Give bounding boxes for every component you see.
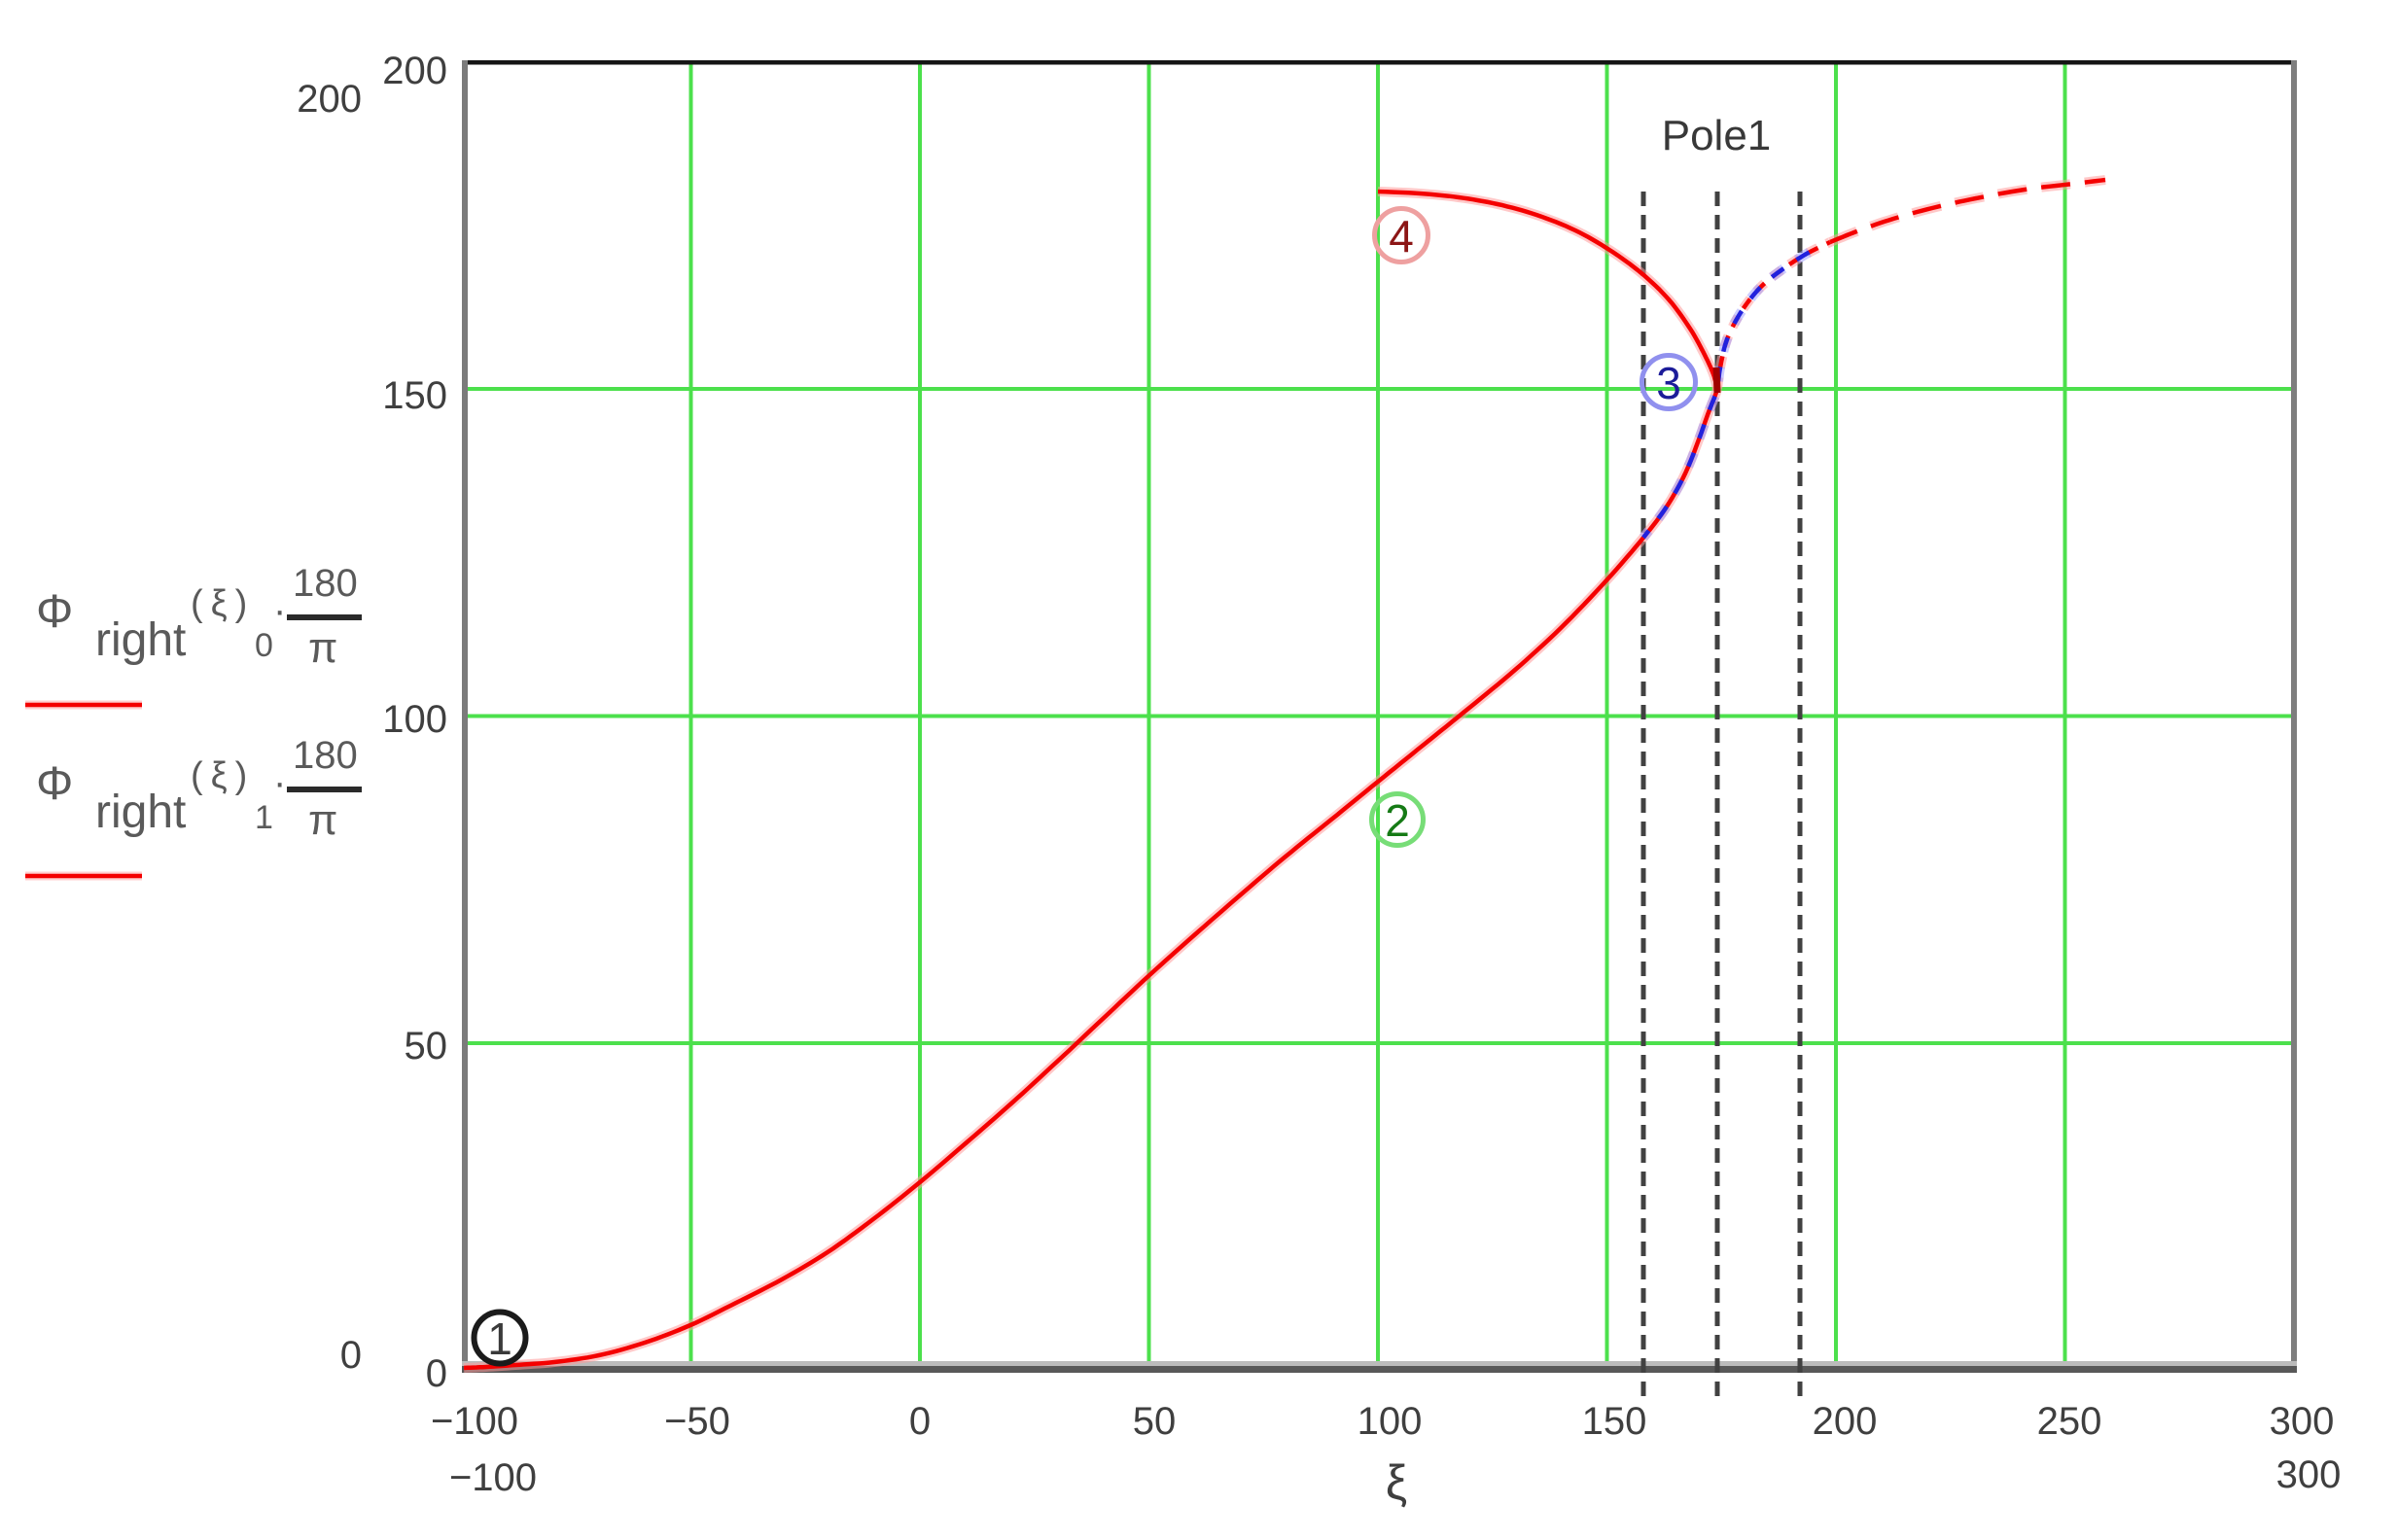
svg-text:1: 1 — [487, 1313, 512, 1364]
svg-text:2: 2 — [1385, 795, 1410, 846]
svg-text:4: 4 — [1389, 211, 1414, 262]
svg-text:3: 3 — [1656, 358, 1681, 408]
